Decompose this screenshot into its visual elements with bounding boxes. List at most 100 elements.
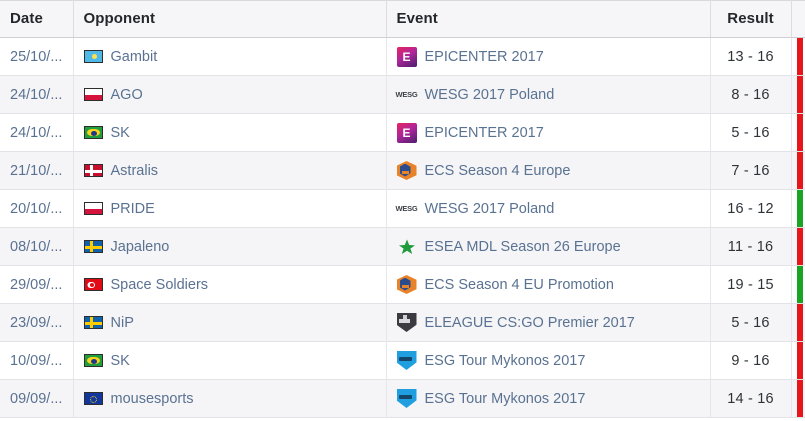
cell-outcome-bar: [791, 265, 805, 304]
table-row[interactable]: 20/10/... PRIDE WESG WESG 2017 Poland 16 - 1…: [0, 189, 805, 228]
table-row[interactable]: 24/10/... AGO WESG WESG 2017 Poland 8 - 16: [0, 75, 805, 114]
match-date-link[interactable]: 24/10/...: [10, 86, 63, 103]
event-name-link[interactable]: WESG 2017 Poland: [424, 200, 555, 217]
tr-flag-icon: [83, 278, 103, 291]
column-header-opponent[interactable]: Opponent: [73, 0, 387, 38]
cell-event[interactable]: ESG Tour Mykonos 2017: [386, 379, 711, 418]
esg-icon: [396, 389, 417, 408]
match-date-link[interactable]: 10/09/...: [10, 352, 63, 369]
table-row[interactable]: 24/10/... SK E EPICENTER 2017 5 - 16: [0, 113, 805, 152]
table-row[interactable]: 23/09/... NiP ELEAGUE CS:GO Premier 2017 5 …: [0, 303, 805, 342]
cell-event[interactable]: ESEA MDL Season 26 Europe: [386, 227, 711, 266]
cell-date[interactable]: 21/10/...: [0, 151, 74, 190]
cell-opponent[interactable]: PRIDE: [73, 189, 387, 228]
cell-result: 5 - 16: [710, 303, 792, 342]
table-row[interactable]: 09/09/... mousesports ESG Tour Mykonos 201…: [0, 379, 805, 418]
opponent-name-link[interactable]: SK: [110, 352, 130, 369]
match-score: 8 - 16: [731, 86, 770, 103]
event-name-link[interactable]: ELEAGUE CS:GO Premier 2017: [424, 314, 635, 331]
event-name-link[interactable]: EPICENTER 2017: [424, 124, 544, 141]
cell-outcome-bar: [791, 75, 805, 114]
cell-opponent[interactable]: Space Soldiers: [73, 265, 387, 304]
match-date-link[interactable]: 24/10/...: [10, 124, 63, 141]
opponent-name-link[interactable]: NiP: [110, 314, 134, 331]
cell-date[interactable]: 29/09/...: [0, 265, 74, 304]
cell-event[interactable]: E EPICENTER 2017: [386, 113, 711, 152]
opponent-name-link[interactable]: Japaleno: [110, 238, 170, 255]
event-name-link[interactable]: ECS Season 4 Europe: [424, 162, 571, 179]
opponent-name-link[interactable]: PRIDE: [110, 200, 155, 217]
match-date-link[interactable]: 20/10/...: [10, 200, 63, 217]
cell-event[interactable]: WESG WESG 2017 Poland: [386, 75, 711, 114]
event-name-link[interactable]: WESG 2017 Poland: [424, 86, 555, 103]
column-header-event[interactable]: Event: [386, 0, 711, 38]
cell-event[interactable]: ECS Season 4 Europe: [386, 151, 711, 190]
cell-opponent[interactable]: mousesports: [73, 379, 387, 418]
cell-opponent[interactable]: Astralis: [73, 151, 387, 190]
column-header-date[interactable]: Date: [0, 0, 74, 38]
cell-date[interactable]: 24/10/...: [0, 113, 74, 152]
match-date-link[interactable]: 25/10/...: [10, 48, 63, 65]
cell-opponent[interactable]: SK: [73, 341, 387, 380]
cell-event[interactable]: ESG Tour Mykonos 2017: [386, 341, 711, 380]
cell-result: 19 - 15: [710, 265, 792, 304]
opponent-name-link[interactable]: Gambit: [110, 48, 158, 65]
event-name-link[interactable]: ESG Tour Mykonos 2017: [424, 352, 586, 369]
table-row[interactable]: 10/09/... SK ESG Tour Mykonos 2017 9 - 16: [0, 341, 805, 380]
cell-opponent[interactable]: Japaleno: [73, 227, 387, 266]
cell-date[interactable]: 09/09/...: [0, 379, 74, 418]
cell-event[interactable]: ECS Season 4 EU Promotion: [386, 265, 711, 304]
match-score: 5 - 16: [731, 124, 770, 141]
match-date-link[interactable]: 09/09/...: [10, 390, 63, 407]
cell-opponent[interactable]: AGO: [73, 75, 387, 114]
cell-result: 16 - 12: [710, 189, 792, 228]
cell-date[interactable]: 08/10/...: [0, 227, 74, 266]
event-name-link[interactable]: EPICENTER 2017: [424, 48, 544, 65]
match-date-link[interactable]: 08/10/...: [10, 238, 63, 255]
cell-event[interactable]: WESG WESG 2017 Poland: [386, 189, 711, 228]
cell-date[interactable]: 23/09/...: [0, 303, 74, 342]
wesg-icon: WESG: [395, 204, 418, 213]
cell-outcome-bar: [791, 227, 805, 266]
table-row[interactable]: 08/10/... Japaleno ESEA MDL Season 26 Euro…: [0, 227, 805, 266]
table-row[interactable]: 21/10/... Astralis ECS Season 4 Europe 7 - …: [0, 151, 805, 190]
event-name-link[interactable]: ESEA MDL Season 26 Europe: [424, 238, 621, 255]
esea-icon: [397, 237, 417, 257]
outcome-indicator-loss: [797, 380, 803, 417]
cell-opponent[interactable]: NiP: [73, 303, 387, 342]
epicenter-icon: E: [396, 46, 417, 67]
table-body: 25/10/... Gambit E EPICENTER 2017 13 - 16 24/…: [0, 37, 805, 418]
cell-result: 13 - 16: [710, 37, 792, 76]
match-date-link[interactable]: 23/09/...: [10, 314, 63, 331]
cell-date[interactable]: 20/10/...: [0, 189, 74, 228]
opponent-name-link[interactable]: Space Soldiers: [110, 276, 209, 293]
cell-date[interactable]: 10/09/...: [0, 341, 74, 380]
match-date-link[interactable]: 21/10/...: [10, 162, 63, 179]
table-row[interactable]: 25/10/... Gambit E EPICENTER 2017 13 - 16: [0, 37, 805, 76]
cell-opponent[interactable]: Gambit: [73, 37, 387, 76]
outcome-indicator-loss: [797, 304, 803, 341]
event-name-link[interactable]: ESG Tour Mykonos 2017: [424, 390, 586, 407]
match-score: 11 - 16: [727, 238, 774, 255]
cell-outcome-bar: [791, 341, 805, 380]
cell-date[interactable]: 24/10/...: [0, 75, 74, 114]
cell-date[interactable]: 25/10/...: [0, 37, 74, 76]
opponent-name-link[interactable]: AGO: [110, 86, 143, 103]
match-date-link[interactable]: 29/09/...: [10, 276, 63, 293]
esg-icon: [396, 351, 417, 370]
cell-outcome-bar: [791, 37, 805, 76]
opponent-name-link[interactable]: Astralis: [110, 162, 159, 179]
cell-event[interactable]: E EPICENTER 2017: [386, 37, 711, 76]
table-header-row: Date Opponent Event Result: [0, 0, 805, 38]
cell-result: 9 - 16: [710, 341, 792, 380]
dk-flag-icon: [83, 164, 103, 177]
wesg-icon: WESG: [395, 90, 418, 99]
event-name-link[interactable]: ECS Season 4 EU Promotion: [424, 276, 614, 293]
opponent-name-link[interactable]: mousesports: [110, 390, 194, 407]
column-header-result[interactable]: Result: [710, 0, 792, 38]
table-row[interactable]: 29/09/... Space Soldiers ECS Season 4 EU P…: [0, 265, 805, 304]
cell-event[interactable]: ELEAGUE CS:GO Premier 2017: [386, 303, 711, 342]
cell-opponent[interactable]: SK: [73, 113, 387, 152]
opponent-name-link[interactable]: SK: [110, 124, 130, 141]
